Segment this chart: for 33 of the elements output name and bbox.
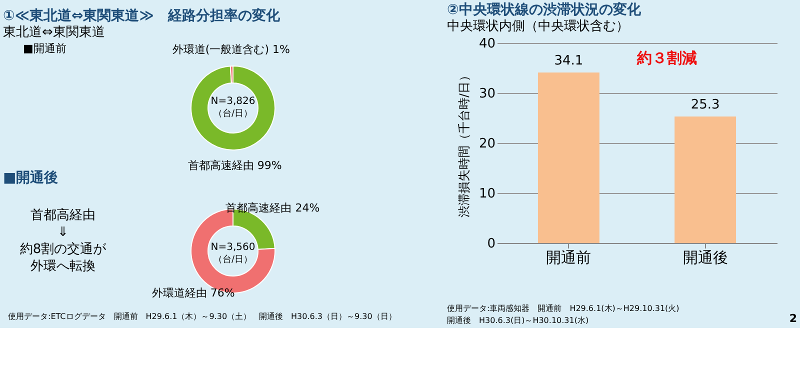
text: 約8割の交通が [20,241,108,257]
x-tick-label: 開通後 [682,248,728,266]
text: N=3,826 [210,96,256,107]
donut-slice [190,66,276,150]
chart-title: ②中央環状線の渋滞状況の変化 [447,1,642,18]
text: 開通後 H30.6.3(日)～H30.10.31(水) [447,316,589,325]
text: （台/日） [213,254,253,265]
y-tick-label: 10 [478,186,496,202]
slice-label: 首都高速経由 99% [188,158,282,172]
y-tick-label: 40 [478,36,496,52]
chart-title: ①≪東北道⇔東関東道≫ 経路分担率の変化 [3,7,281,24]
annotation: 約３割減 [636,49,697,67]
text: （台/日） [213,108,253,119]
text: 2 [789,312,797,325]
text: ⇓ [58,225,68,240]
text: 外環へ転換 [30,259,96,274]
y-tick-label: 30 [478,86,496,102]
x-tick-label: 開通前 [546,248,592,266]
y-tick-label: 20 [478,136,496,152]
text: ■開通後 [3,169,58,186]
text: ■開通前 [23,42,66,55]
chart-subtitle: 中央環状内側（中央環状含む） [447,19,629,34]
data-label: 34.1 [554,54,584,68]
text: 使用データ:車両感知器 開通前 H29.6.1(木)～H29.10.31(火) [447,304,680,313]
text: 使用データ:ETCログデータ 開通前 H29.6.1（木）～9.30（土） 開通後 H30.6.3（日）～9.30（日） [8,312,396,321]
y-tick-label: 0 [487,236,496,252]
data-label: 25.3 [690,98,720,112]
y-axis-title: 渋滞損失時間（千台時/日） [456,69,471,218]
slice-label: 外環道(一般道含む) 1% [172,43,290,56]
slice-label: 外環道経由 76% [152,286,235,300]
text: 東北道⇔東関東道 [3,25,105,40]
text: 首都高経由 [30,207,96,223]
text: N=3,560 [210,242,256,253]
